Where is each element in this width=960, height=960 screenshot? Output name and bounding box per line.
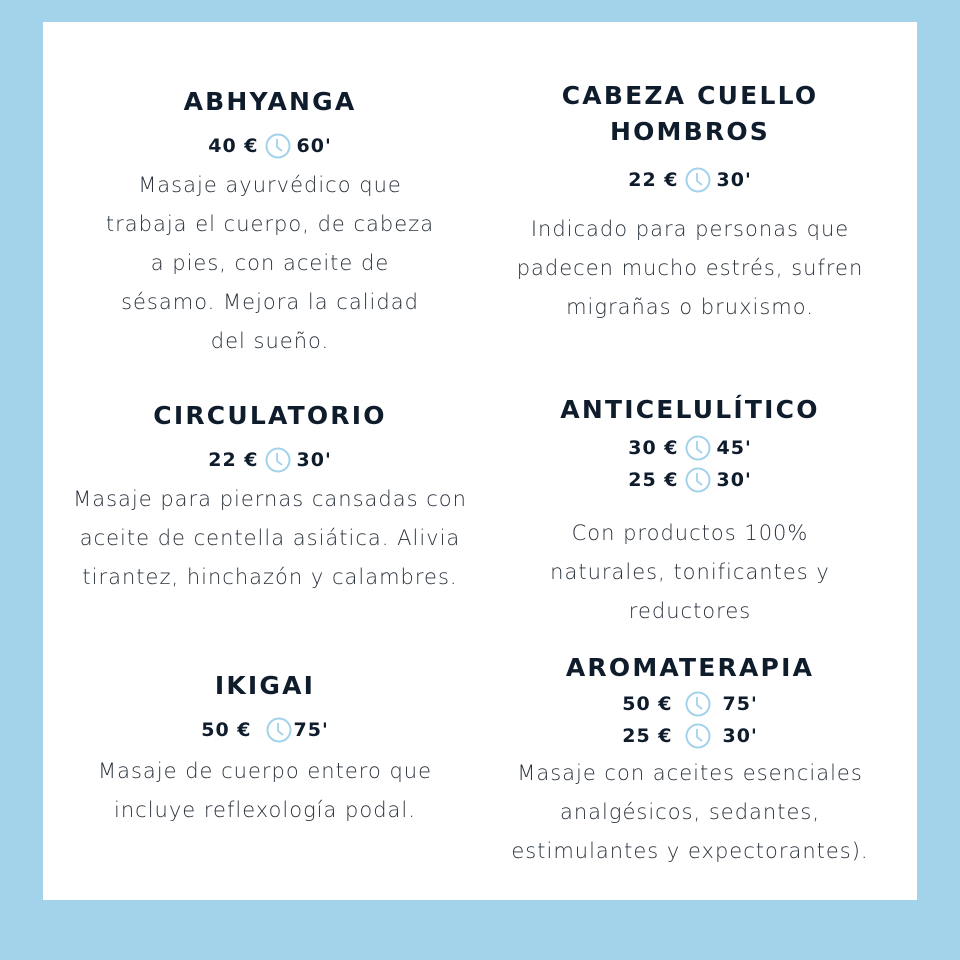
clock-icon [685,723,710,749]
service-aromaterapia: AROMATERAPIA 50 € 75' 25 € 30' Masaje con … [490,650,890,871]
price: 40 € [208,135,259,157]
duration: 45' [716,437,752,459]
price: 25 € [628,469,679,491]
service-cabeza-cuello-hombros: CABEZA CUELLO HOMBROS 22 € 30' Indicado p… [500,78,880,327]
duration: 30' [722,725,758,747]
clock-icon [685,467,710,493]
service-title: ABHYANGA [183,87,357,116]
service-title: CABEZA CUELLO HOMBROS [561,81,819,146]
service-title: AROMATERAPIA [565,653,815,682]
clock-icon [685,435,710,461]
service-title: ANTICELULÍTICO [560,395,820,424]
service-circulatorio: CIRCULATORIO 22 € 30' Masaje para piernas… [73,398,466,597]
clock-icon [265,133,290,159]
service-description: Indicado para personas que padecen mucho… [516,217,864,319]
price: 25 € [622,725,673,747]
price-row: 25 € 30' [490,720,890,752]
service-ikigai: IKIGAI 50 € 75' Masaje de cuerpo entero q… [90,668,440,830]
service-description: Masaje ayurvédico que trabaja el cuerpo,… [105,173,435,353]
service-title: CIRCULATORIO [153,401,387,430]
duration: 30' [296,449,332,471]
clock-icon [685,167,710,193]
price-row: 22 € 30' [500,164,880,196]
price: 50 € [201,719,252,741]
menu-panel [43,22,917,900]
price-row: 50 € 75' [490,688,890,720]
price: 22 € [628,169,679,191]
service-description: Con productos 100% naturales, tonificant… [550,521,830,623]
duration: 75' [293,719,329,741]
price: 22 € [208,449,259,471]
duration: 30' [716,169,752,191]
service-abhyanga: ABHYANGA 40 € 60' Masaje ayurvédico que t… [80,84,460,361]
price-row: 22 € 30' [90,444,450,476]
price-row: 50 € 75' [90,714,440,746]
price-row: 40 € 60' [80,130,460,162]
price: 30 € [628,437,679,459]
service-description: Masaje de cuerpo entero que incluye refl… [97,759,433,822]
price-row: 25 € 30' [510,464,870,496]
service-description: Masaje para piernas cansadas con aceite … [73,487,467,589]
service-description: Masaje con aceites esenciales analgésico… [511,761,869,863]
duration: 75' [722,693,758,715]
clock-icon [265,447,290,473]
clock-icon [685,691,710,717]
price: 50 € [622,693,673,715]
duration: 30' [716,469,752,491]
duration: 60' [296,135,332,157]
service-anticelulitico: ANTICELULÍTICO 30 € 45' 25 € 30' Con produ… [510,392,870,631]
service-title: IKIGAI [214,671,316,700]
clock-icon [266,717,291,743]
price-row: 30 € 45' [510,432,870,464]
